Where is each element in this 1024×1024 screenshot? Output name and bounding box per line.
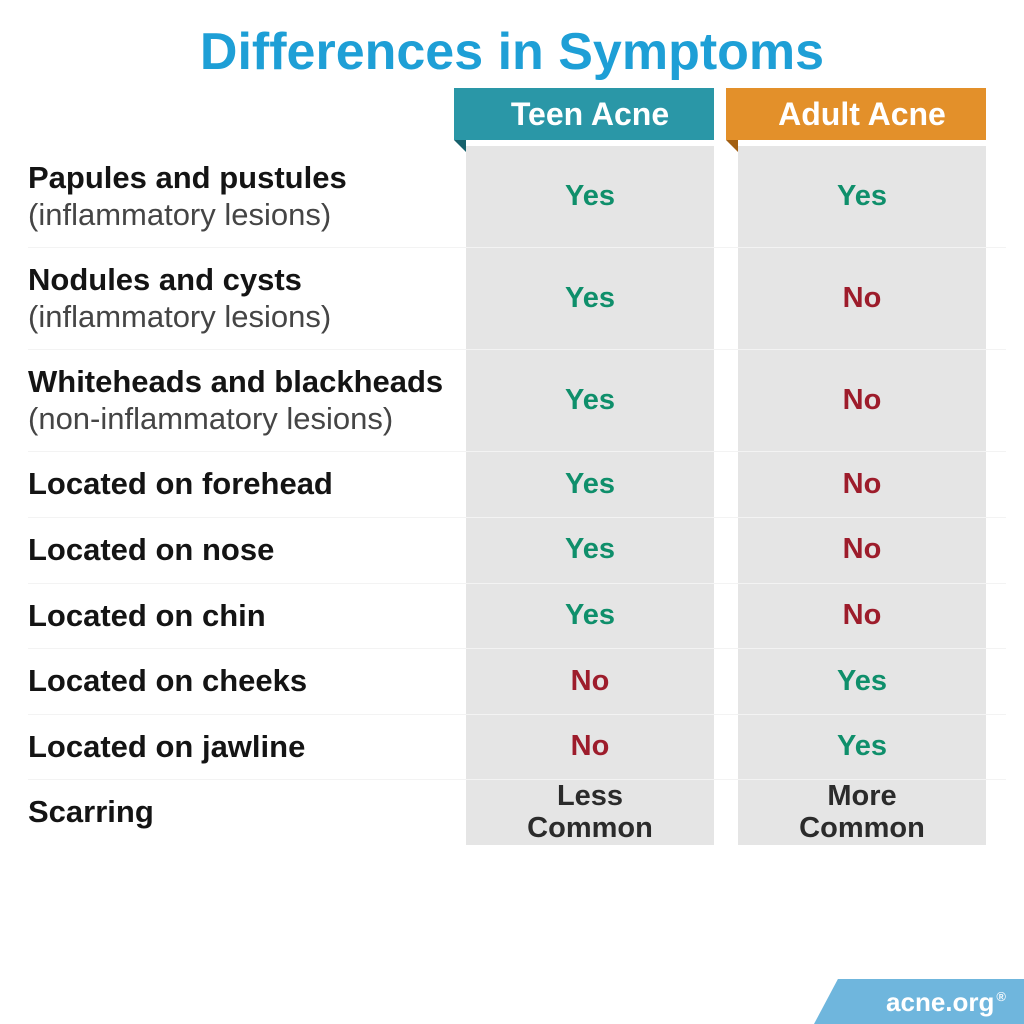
value-cell-adult: No: [738, 248, 986, 349]
row-label-sub: (non-inflammatory lesions): [28, 401, 393, 436]
value-text: Yes: [565, 469, 615, 501]
gap-cell: [714, 452, 738, 517]
value-text: No: [843, 469, 882, 501]
value-text: Yes: [837, 181, 887, 213]
row-label-bold: Papules and pustules: [28, 160, 347, 195]
row-label: Located on nose: [28, 518, 466, 583]
value-cell-teen: Yes: [466, 452, 714, 517]
gap-cell: [714, 649, 738, 714]
row-label-sub: (inflammatory lesions): [28, 197, 331, 232]
header-col-adult: Adult Acne: [738, 88, 986, 146]
table-row: Located on chin Yes No: [28, 584, 1006, 650]
table-row: Located on cheeks No Yes: [28, 649, 1006, 715]
value-cell-teen: Yes: [466, 350, 714, 451]
row-label: Nodules and cysts (inflammatory lesions): [28, 248, 466, 349]
table-row: Located on forehead Yes No: [28, 452, 1006, 518]
header-fold-teen: [454, 140, 466, 152]
registered-icon: ®: [996, 989, 1006, 1004]
footer-text: acne.org: [886, 987, 994, 1017]
gap-cell: [714, 146, 738, 247]
value-cell-adult: No: [738, 584, 986, 649]
row-label-sub: (inflammatory lesions): [28, 299, 331, 334]
row-label-bold: Located on chin: [28, 598, 266, 633]
value-cell-adult: No: [738, 452, 986, 517]
value-text: No: [843, 283, 882, 315]
gap-cell: [714, 584, 738, 649]
row-label-bold: Located on cheeks: [28, 663, 307, 698]
row-label: Located on chin: [28, 584, 466, 649]
value-text: No: [843, 385, 882, 417]
value-text: Yes: [565, 385, 615, 417]
gap-cell: [714, 780, 738, 845]
row-label-bold: Located on jawline: [28, 729, 305, 764]
row-label: Papules and pustules (inflammatory lesio…: [28, 146, 466, 247]
value-cell-adult: Yes: [738, 715, 986, 780]
value-text: No: [571, 731, 610, 763]
value-text: Yes: [565, 283, 615, 315]
header-fold-adult: [726, 140, 738, 152]
row-label-bold: Located on forehead: [28, 466, 333, 501]
row-label-bold: Nodules and cysts: [28, 262, 302, 297]
value-text: No: [843, 600, 882, 632]
footer-badge: acne.org®: [850, 979, 1024, 1024]
value-cell-adult: MoreCommon: [738, 780, 986, 845]
value-cell-teen: Yes: [466, 248, 714, 349]
value-text: Yes: [565, 600, 615, 632]
table-row: Papules and pustules (inflammatory lesio…: [28, 146, 1006, 248]
gap-cell: [714, 715, 738, 780]
value-text: LessCommon: [527, 781, 653, 845]
row-label: Located on cheeks: [28, 649, 466, 714]
value-text: No: [843, 534, 882, 566]
table-header-row: Teen Acne Adult Acne: [28, 88, 1006, 146]
gap-cell: [714, 350, 738, 451]
value-text: Yes: [837, 666, 887, 698]
value-text: Yes: [565, 534, 615, 566]
value-text: MoreCommon: [799, 781, 925, 845]
value-cell-teen: Yes: [466, 146, 714, 247]
value-cell-adult: Yes: [738, 649, 986, 714]
value-text: No: [571, 666, 610, 698]
row-label-bold: Located on nose: [28, 532, 274, 567]
gap-cell: [714, 518, 738, 583]
comparison-table: Teen Acne Adult Acne Papules and pustule…: [28, 88, 1006, 845]
table-row: Located on nose Yes No: [28, 518, 1006, 584]
header-tab-teen: Teen Acne: [454, 88, 714, 140]
value-cell-adult: No: [738, 350, 986, 451]
header-col-teen: Teen Acne: [466, 88, 714, 146]
value-text: Yes: [565, 181, 615, 213]
row-label: Located on jawline: [28, 715, 466, 780]
value-cell-adult: No: [738, 518, 986, 583]
value-cell-teen: Yes: [466, 518, 714, 583]
value-cell-teen: LessCommon: [466, 780, 714, 845]
row-label: Scarring: [28, 780, 466, 845]
row-label-bold: Scarring: [28, 794, 154, 829]
gap-cell: [714, 248, 738, 349]
row-label: Located on forehead: [28, 452, 466, 517]
page-title: Differences in Symptoms: [0, 0, 1024, 88]
value-text: Yes: [837, 731, 887, 763]
value-cell-teen: No: [466, 649, 714, 714]
table-row: Whiteheads and blackheads (non-inflammat…: [28, 350, 1006, 452]
header-spacer: [28, 88, 466, 146]
header-label-teen: Teen Acne: [511, 96, 669, 133]
header-label-adult: Adult Acne: [778, 96, 946, 133]
table-row: Located on jawline No Yes: [28, 715, 1006, 781]
row-label-bold: Whiteheads and blackheads: [28, 364, 443, 399]
table-row: Nodules and cysts (inflammatory lesions)…: [28, 248, 1006, 350]
table-row: Scarring LessCommon MoreCommon: [28, 780, 1006, 845]
value-cell-adult: Yes: [738, 146, 986, 247]
table-body: Papules and pustules (inflammatory lesio…: [28, 146, 1006, 845]
row-label: Whiteheads and blackheads (non-inflammat…: [28, 350, 466, 451]
value-cell-teen: No: [466, 715, 714, 780]
header-tab-adult: Adult Acne: [726, 88, 986, 140]
value-cell-teen: Yes: [466, 584, 714, 649]
